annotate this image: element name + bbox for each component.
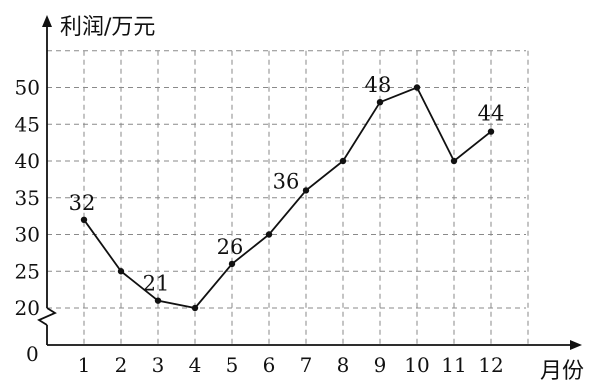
data-point bbox=[228, 260, 236, 268]
x-tick-label: 12 bbox=[478, 353, 503, 377]
data-point bbox=[339, 157, 347, 165]
data-point bbox=[413, 84, 421, 91]
x-tick-label: 2 bbox=[115, 353, 128, 377]
data-points bbox=[80, 84, 495, 312]
x-tick-label: 3 bbox=[152, 353, 165, 377]
y-axis-title: 利润/万元 bbox=[60, 15, 155, 40]
series-line bbox=[83, 86, 492, 309]
origin-label: 0 bbox=[26, 342, 39, 366]
data-label: 32 bbox=[69, 191, 96, 215]
data-point bbox=[265, 231, 273, 238]
data-point bbox=[191, 304, 199, 312]
data-point bbox=[154, 297, 162, 304]
x-tick-label: 6 bbox=[263, 353, 276, 377]
data-point bbox=[450, 157, 458, 165]
data-label: 36 bbox=[273, 169, 300, 193]
x-tick-label: 8 bbox=[337, 353, 350, 377]
data-label: 21 bbox=[143, 272, 170, 296]
y-axis-arrow-icon bbox=[42, 15, 52, 27]
grid bbox=[47, 50, 529, 345]
x-tick-label: 4 bbox=[189, 353, 202, 377]
data-label: 48 bbox=[365, 73, 392, 97]
data-label: 44 bbox=[478, 102, 505, 126]
data-point bbox=[487, 128, 495, 135]
y-tick-label: 40 bbox=[15, 149, 40, 173]
x-tick-label: 1 bbox=[78, 353, 91, 377]
y-axis-break-mark bbox=[37, 307, 57, 326]
data-labels: 32 21 26 36 48 44 bbox=[69, 73, 505, 295]
data-label: 26 bbox=[217, 235, 244, 259]
y-tick-label: 45 bbox=[15, 112, 40, 136]
data-point bbox=[376, 99, 384, 106]
x-tick-label: 10 bbox=[404, 353, 429, 377]
x-tick-label: 9 bbox=[374, 353, 387, 377]
y-tick-label: 50 bbox=[15, 76, 40, 100]
y-tick-label: 35 bbox=[15, 186, 40, 210]
data-point bbox=[117, 268, 125, 275]
x-axis-title: 月份 bbox=[540, 359, 584, 384]
x-tick-label: 7 bbox=[300, 353, 313, 377]
x-axis-arrow-icon bbox=[570, 340, 582, 350]
data-point bbox=[80, 216, 88, 223]
y-tick-label: 25 bbox=[15, 259, 40, 283]
y-tick-label: 30 bbox=[15, 223, 40, 247]
x-tick-label: 5 bbox=[226, 353, 239, 377]
y-tick-label: 20 bbox=[15, 296, 40, 320]
x-tick-label: 11 bbox=[441, 353, 466, 377]
axes bbox=[37, 15, 582, 350]
data-point bbox=[302, 187, 310, 194]
